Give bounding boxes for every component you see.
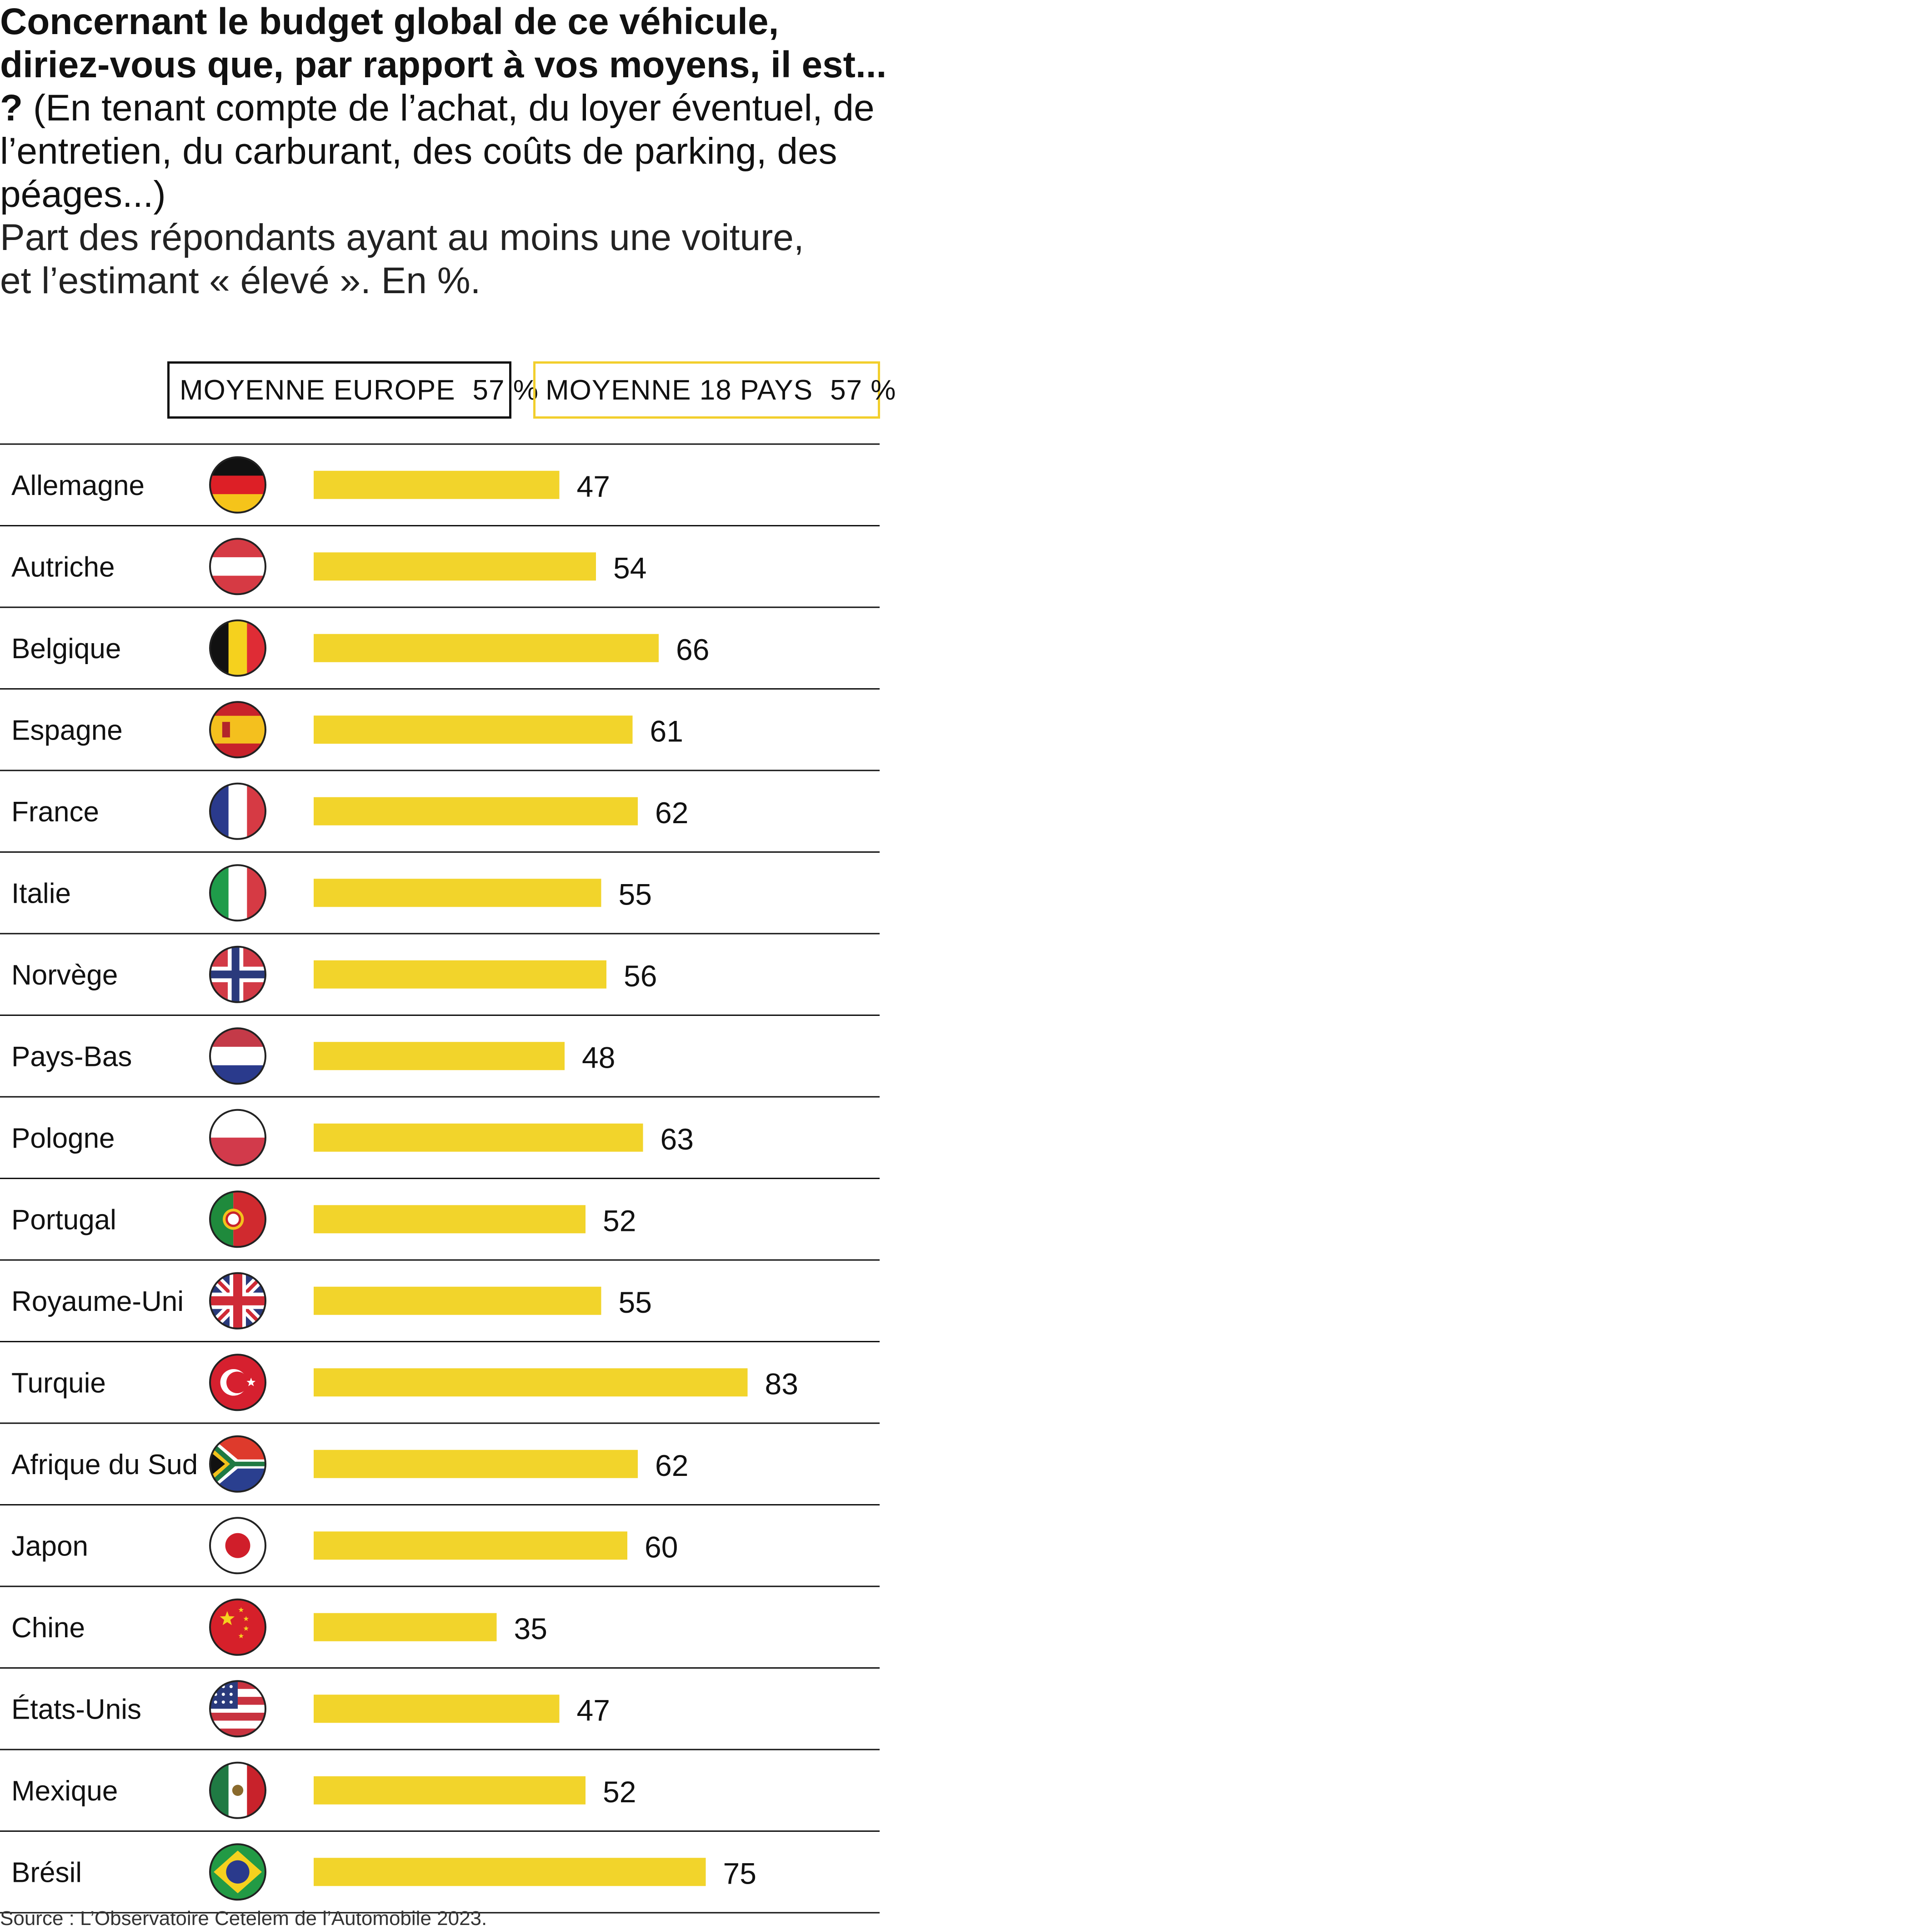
- spain-flag-icon: [210, 702, 265, 758]
- country-label: États-Unis: [11, 1694, 141, 1725]
- bar-value-label: 47: [577, 470, 610, 503]
- usa-flag-icon: [210, 1681, 265, 1737]
- bar: [314, 879, 601, 907]
- bar-value-label: 83: [765, 1367, 798, 1400]
- chart-subtitle-line1: Part des répondants ayant au moins une v…: [0, 217, 804, 258]
- flag-outline: [209, 1109, 266, 1166]
- flag-outline: [209, 1680, 266, 1738]
- chart-title: Concernant le budget global de ce véhicu…: [0, 0, 891, 302]
- flag-outline: [209, 864, 266, 922]
- legend-18-countries-average: MOYENNE 18 PAYS 57 %: [533, 361, 896, 419]
- bar-value-label: 35: [514, 1612, 547, 1645]
- china-flag-icon: [210, 1599, 265, 1655]
- bar: [314, 470, 560, 499]
- chart-title-note: (En tenant compte de l’achat, du loyer é…: [0, 87, 875, 215]
- country-label: Allemagne: [11, 470, 145, 501]
- flag-outline: [209, 1435, 266, 1493]
- flag-outline: [209, 619, 266, 677]
- country-label: Chine: [11, 1612, 85, 1644]
- flag-outline: [209, 701, 266, 759]
- bar-value-label: 62: [655, 1449, 688, 1482]
- bar: [314, 1613, 497, 1641]
- flag-outline: [209, 1843, 266, 1901]
- bar: [314, 1531, 627, 1560]
- flag-outline: [209, 1761, 266, 1819]
- bar: [314, 1286, 601, 1315]
- bar: [314, 1042, 565, 1070]
- bar: [314, 1368, 748, 1397]
- country-label: Brésil: [11, 1857, 82, 1888]
- country-label: Japon: [11, 1530, 88, 1562]
- bar: [314, 1205, 586, 1234]
- bar-value-label: 63: [661, 1122, 694, 1156]
- flag-outline: [209, 456, 266, 514]
- chart-subtitle-line2: et l’estimant « élevé ». En %.: [0, 260, 481, 301]
- country-label: Royaume-Uni: [11, 1286, 184, 1317]
- bar: [314, 1450, 638, 1478]
- flag-outline: [209, 1272, 266, 1330]
- bar-value-label: 62: [655, 796, 688, 830]
- flag-outline: [209, 945, 266, 1003]
- country-label: Pologne: [11, 1123, 115, 1154]
- chart-title-question: Concernant le budget global de ce véhicu…: [0, 1, 887, 129]
- turkey-flag-icon: [210, 1355, 265, 1410]
- country-label: Turquie: [11, 1367, 106, 1399]
- bar-value-label: 54: [613, 551, 646, 585]
- flag-outline: [209, 1598, 266, 1656]
- japan-flag-icon: [210, 1518, 265, 1574]
- country-label: Mexique: [11, 1775, 118, 1807]
- bar-value-label: 48: [582, 1040, 615, 1074]
- flag-outline: [209, 538, 266, 595]
- country-label: Espagne: [11, 715, 123, 746]
- bar: [314, 1123, 643, 1152]
- bar: [314, 552, 596, 581]
- legend-europe-average: MOYENNE EUROPE 57 %: [167, 361, 538, 419]
- legend-europe-label: MOYENNE EUROPE: [180, 374, 455, 406]
- country-label: Italie: [11, 878, 71, 909]
- flag-outline: [209, 1517, 266, 1575]
- flag-outline: [209, 1190, 266, 1248]
- bar-value-label: 52: [603, 1204, 636, 1237]
- source-note: Source : L’Observatoire Cetelem de l’Aut…: [0, 1907, 487, 1930]
- country-label: Pays-Bas: [11, 1041, 132, 1072]
- bar: [314, 797, 638, 825]
- bar: [314, 1776, 586, 1805]
- bar-value-label: 61: [650, 714, 683, 748]
- flag-outline: [209, 782, 266, 840]
- bar: [314, 1858, 706, 1886]
- country-label: Afrique du Sud: [11, 1449, 198, 1480]
- bar-value-label: 55: [619, 1285, 652, 1319]
- bar-value-label: 47: [577, 1693, 610, 1727]
- legend-europe-value: 57 %: [472, 374, 539, 406]
- bar-value-label: 60: [645, 1530, 678, 1564]
- country-label: Portugal: [11, 1204, 116, 1235]
- flag-outline: [209, 1354, 266, 1411]
- bar-value-label: 66: [676, 633, 709, 666]
- bar: [314, 960, 606, 989]
- bar: [314, 715, 633, 744]
- bar-value-label: 55: [619, 877, 652, 911]
- legend-world-label: MOYENNE 18 PAYS: [546, 374, 813, 406]
- country-label: Autriche: [11, 551, 115, 583]
- legend-world-value: 57 %: [830, 374, 896, 406]
- bar-value-label: 52: [603, 1775, 636, 1809]
- country-label: France: [11, 796, 99, 828]
- bar-value-label: 75: [723, 1856, 756, 1890]
- brazil-flag-icon: [210, 1844, 265, 1900]
- country-label: Norvège: [11, 960, 118, 991]
- flag-outline: [209, 1027, 266, 1085]
- bar: [314, 1695, 560, 1723]
- bar-value-label: 56: [624, 959, 657, 993]
- country-label: Belgique: [11, 633, 121, 665]
- norway-flag-icon: [210, 946, 265, 1002]
- uk-flag-icon: [210, 1273, 265, 1329]
- bar: [314, 634, 659, 662]
